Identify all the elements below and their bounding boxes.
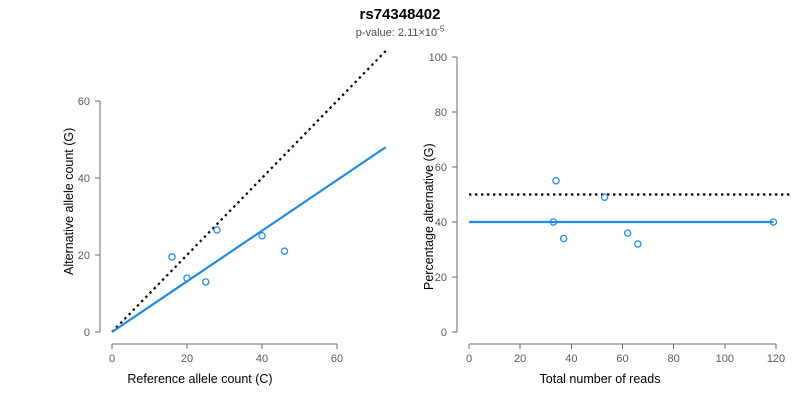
data-point (634, 240, 642, 248)
data-point (258, 231, 266, 240)
plot-area-allele-counts: 0 20 40 60 0 20 40 60 (78, 50, 387, 365)
y-tick-label: 40 (78, 173, 90, 185)
y-tick-label: 20 (78, 250, 90, 262)
y-tick-label: 100 (429, 52, 447, 64)
x-tick-label: 0 (466, 353, 472, 365)
panel-allele-counts: 0 20 40 60 0 20 40 60 Reference allele count (C… (62, 50, 387, 386)
x-tick-label: 20 (514, 353, 526, 365)
y-axis-label-left: Alternative allele count (G) (62, 127, 76, 275)
data-point (623, 229, 632, 237)
x-tick-label: 100 (716, 353, 734, 365)
reference-line-left (111, 50, 387, 333)
x-tick-label: 60 (616, 353, 628, 365)
data-point (559, 234, 568, 243)
data-point (549, 218, 558, 226)
y-axis-label-right: Percentage alternative (G) (422, 143, 436, 290)
y-tick-label: 20 (435, 272, 447, 284)
panel-percentage-alternative: 0 20 40 60 80 100 120 0 20 40 60 80 100 Total number… (400, 0, 800, 400)
y-tick-label: 0 (441, 327, 447, 339)
x-tick-label: 120 (767, 353, 785, 365)
data-point (769, 218, 778, 226)
x-tick-label: 40 (565, 353, 577, 365)
y-axis-right (452, 56, 458, 333)
x-tick-label: 20 (181, 353, 193, 365)
y-tick-label: 60 (78, 96, 90, 108)
x-tick-label: 60 (331, 353, 343, 365)
fit-line-left (111, 146, 387, 333)
pvalue-subtitle: p-value: 2.11×10-5 (0, 24, 800, 39)
y-tick-label: 40 (435, 217, 447, 229)
x-tick-label: 80 (668, 353, 680, 365)
data-point (213, 226, 221, 234)
plot-area-percentage-alternative: 0 20 40 60 80 100 120 0 20 40 60 80 100 (429, 52, 792, 365)
y-tick-label: 80 (435, 107, 447, 119)
data-point (280, 247, 289, 255)
data-point (600, 193, 609, 201)
x-tick-label: 40 (256, 353, 268, 365)
x-axis-label-right: Total number of reads (539, 372, 661, 386)
pvalue-prefix: p-value: 2.11×10 (355, 27, 438, 39)
data-point (201, 278, 210, 286)
data-point (168, 253, 176, 261)
page-title: rs74348402 (359, 6, 441, 23)
y-tick-label: 60 (435, 162, 447, 174)
x-tick-label: 0 (109, 353, 115, 365)
data-point (183, 274, 191, 282)
x-axis-right (468, 343, 777, 349)
x-axis-label-left: Reference allele count (C) (127, 372, 273, 386)
x-axis-left (111, 343, 338, 349)
y-axis-left (95, 100, 101, 333)
pvalue-exponent: -5 (437, 24, 445, 34)
y-tick-label: 0 (84, 327, 90, 339)
data-point (552, 176, 560, 185)
